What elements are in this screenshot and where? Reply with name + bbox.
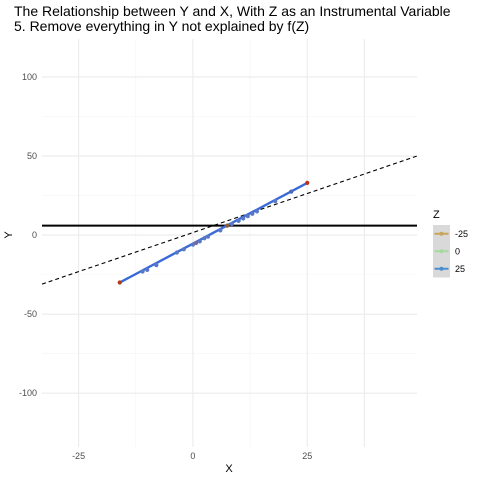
data-point — [117, 280, 122, 285]
legend: Z -25 0 25 — [433, 209, 468, 278]
chart-subtitle: 5. Remove everything in Y not explained … — [14, 18, 309, 34]
y-tick-label: -100 — [19, 388, 37, 398]
data-point — [245, 214, 250, 219]
fit-line — [119, 181, 308, 284]
y-tick-label: 100 — [22, 72, 37, 82]
data-points — [117, 180, 310, 285]
data-point — [205, 234, 211, 239]
data-point — [241, 216, 246, 221]
data-point — [174, 250, 180, 255]
legend-key-point — [439, 231, 444, 236]
data-point — [229, 221, 234, 227]
dashed-reference-line — [41, 155, 418, 285]
data-point — [194, 240, 199, 246]
data-point — [197, 239, 202, 244]
data-point — [181, 247, 186, 252]
y-tick-label: 50 — [27, 151, 37, 161]
chart-title: The Relationship between Y and X, With Z… — [14, 3, 451, 19]
legend-key-point — [439, 266, 444, 271]
data-point — [273, 198, 278, 204]
data-point — [305, 180, 310, 186]
data-point — [236, 218, 241, 223]
y-tick-label: 0 — [32, 230, 37, 240]
y-tick-label: -50 — [24, 309, 37, 319]
legend-label: 25 — [455, 264, 465, 274]
x-tick-label: -25 — [72, 451, 85, 461]
data-point — [140, 269, 145, 274]
data-point — [145, 267, 150, 272]
x-tick-label: 0 — [190, 451, 195, 461]
x-axis-title: X — [225, 463, 233, 475]
data-point — [218, 228, 223, 233]
data-point — [154, 263, 159, 268]
chart-lines — [41, 155, 418, 285]
x-tick-label: 25 — [302, 451, 312, 461]
data-point — [190, 242, 196, 247]
data-point — [254, 209, 260, 214]
axis-ticks: -25 0 25 -100 -50 0 50 100 — [19, 72, 312, 461]
data-point — [225, 223, 230, 228]
legend-key-point — [439, 249, 444, 254]
y-axis-title: Y — [3, 231, 15, 239]
data-point — [250, 211, 255, 216]
data-point — [289, 189, 294, 194]
data-point — [202, 236, 207, 241]
plot-grid — [42, 39, 417, 447]
legend-label: -25 — [455, 229, 468, 239]
legend-label: 0 — [455, 246, 460, 256]
legend-title: Z — [433, 209, 440, 221]
